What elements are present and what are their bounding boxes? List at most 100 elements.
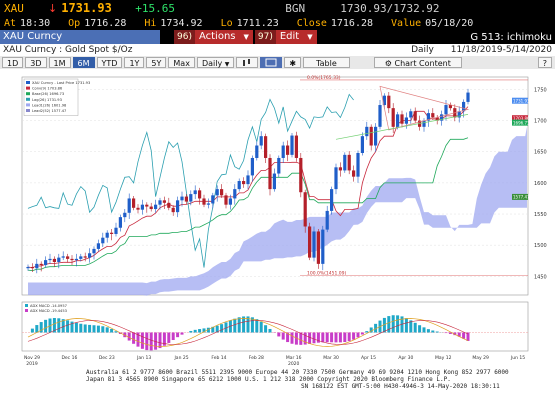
edit-label: Edit [279, 31, 300, 42]
range-1y-button[interactable]: 1Y [124, 57, 145, 68]
chart-svg[interactable]: 1750 1700 1650 1600 1550 1500 1450 0.0%(1765.33… [0, 69, 555, 369]
indicator-bar [330, 332, 334, 343]
period[interactable]: Daily [411, 45, 434, 55]
legend-entry: Lag(26) 1731.93 [32, 98, 62, 102]
indicator-bar [308, 332, 312, 344]
indicator-bar [404, 318, 408, 333]
legend-swatch [26, 81, 30, 84]
indicator-bar [431, 330, 435, 333]
indicator-bar [39, 322, 43, 333]
indicator-bar [286, 332, 290, 343]
indicator-bar [154, 332, 158, 350]
edit-menu-button[interactable]: 97) Edit ▼ [254, 30, 317, 44]
candle [374, 126, 378, 146]
range-1m-button[interactable]: 1M [48, 57, 71, 68]
legend-entry: Lead2(52) 1577.47 [32, 109, 66, 113]
indicator-bar [325, 332, 329, 343]
candle [149, 206, 153, 210]
indicator-bar [281, 332, 285, 340]
close-value: 1716.28 [330, 17, 374, 29]
x-tick-label: Jan 13 [136, 355, 151, 361]
chevron-down-icon: ▼ [243, 33, 249, 41]
candle [110, 232, 114, 234]
candle [277, 157, 281, 174]
low-label: Lo [220, 17, 233, 29]
indicator-bar [224, 322, 228, 333]
candle [259, 136, 263, 146]
ticker-symbol[interactable]: XAU [4, 1, 24, 15]
indicator-bar [66, 320, 70, 333]
legend-swatch [26, 97, 30, 101]
indicator-bar [347, 332, 351, 342]
candle [35, 263, 39, 269]
indicator-bar [180, 332, 184, 335]
indicator-bar [202, 328, 206, 333]
indicator-bar [352, 332, 356, 340]
candle [338, 167, 342, 171]
indicator-bar [343, 332, 347, 343]
candle [202, 198, 206, 205]
indicator-bar [233, 318, 237, 333]
candle [167, 202, 171, 208]
candle [101, 237, 105, 244]
candle [431, 113, 435, 118]
price-flag [512, 119, 528, 126]
table-button[interactable]: Table [303, 57, 350, 68]
high-value: 1734.92 [160, 17, 203, 29]
indicator-bar [374, 323, 378, 333]
candle [378, 105, 382, 127]
layout-button[interactable] [260, 57, 283, 68]
bid-ask: 1730.93/1732.92 [340, 1, 440, 15]
indicator-bar [110, 328, 114, 333]
candle [365, 126, 369, 137]
range-ytd-button[interactable]: YTD [96, 57, 123, 68]
date-range[interactable]: 11/18/2019-5/14/2020 [450, 45, 552, 55]
chart-content-button[interactable]: ⚙ Chart Content [373, 57, 462, 68]
range-5y-button[interactable]: 5Y [146, 57, 167, 68]
candle [132, 198, 136, 208]
candle [466, 92, 470, 102]
actions-menu-button[interactable]: 96) Actions ▼ [174, 30, 253, 44]
x-tick-label: Apr 15 [361, 355, 376, 361]
range-6m-button[interactable]: 6M [72, 57, 95, 68]
candle [409, 111, 413, 118]
period-range: Daily 11/18/2019-5/14/2020 [397, 45, 552, 55]
indicator-bar [334, 332, 338, 343]
indicator-bar [79, 323, 83, 333]
range-1d-button[interactable]: 1D [2, 57, 24, 68]
indicator-bar [140, 332, 144, 349]
candle [444, 105, 448, 115]
indicator-bar [246, 316, 250, 333]
tape-line-2: Japan 81 3 4565 8900 Singapore 65 6212 1… [86, 376, 451, 383]
indicator-bar [448, 332, 452, 334]
base-line [27, 137, 469, 272]
candle [92, 248, 96, 254]
indicator-bar [294, 332, 298, 345]
candle [413, 111, 417, 121]
x-tick-label: Mar 30 [323, 355, 339, 361]
triangle-pattern [379, 85, 470, 131]
chart-type-button[interactable] [236, 57, 259, 68]
y-tick-label: 1750 [534, 87, 547, 93]
indicator-bar [74, 322, 78, 333]
frequency-select[interactable]: Daily ▼ [196, 57, 235, 68]
candle [299, 157, 303, 193]
indicator-bar [277, 332, 281, 337]
x-tick-label: Feb 14 [211, 355, 226, 361]
settings-button[interactable]: ✱ [284, 57, 302, 68]
candle [426, 113, 430, 121]
candle [184, 196, 188, 202]
candle [462, 101, 466, 112]
candle [233, 189, 237, 199]
indicator-bar [136, 332, 140, 347]
range-3d-button[interactable]: 3D [25, 57, 47, 68]
instrument-description: XAU Curncy : Gold Spot $/Oz [3, 45, 133, 55]
range-max-button[interactable]: Max [168, 57, 195, 68]
candle [145, 204, 149, 207]
candle [162, 200, 166, 203]
x-tick-label: Dec 23 [99, 355, 115, 361]
at-label: At [4, 17, 17, 29]
ichimoku-chart[interactable]: 1750 1700 1650 1600 1550 1500 1450 0.0%(1765.33… [0, 69, 555, 369]
help-button[interactable]: ? [537, 57, 552, 68]
open-value: 1716.28 [84, 17, 127, 29]
